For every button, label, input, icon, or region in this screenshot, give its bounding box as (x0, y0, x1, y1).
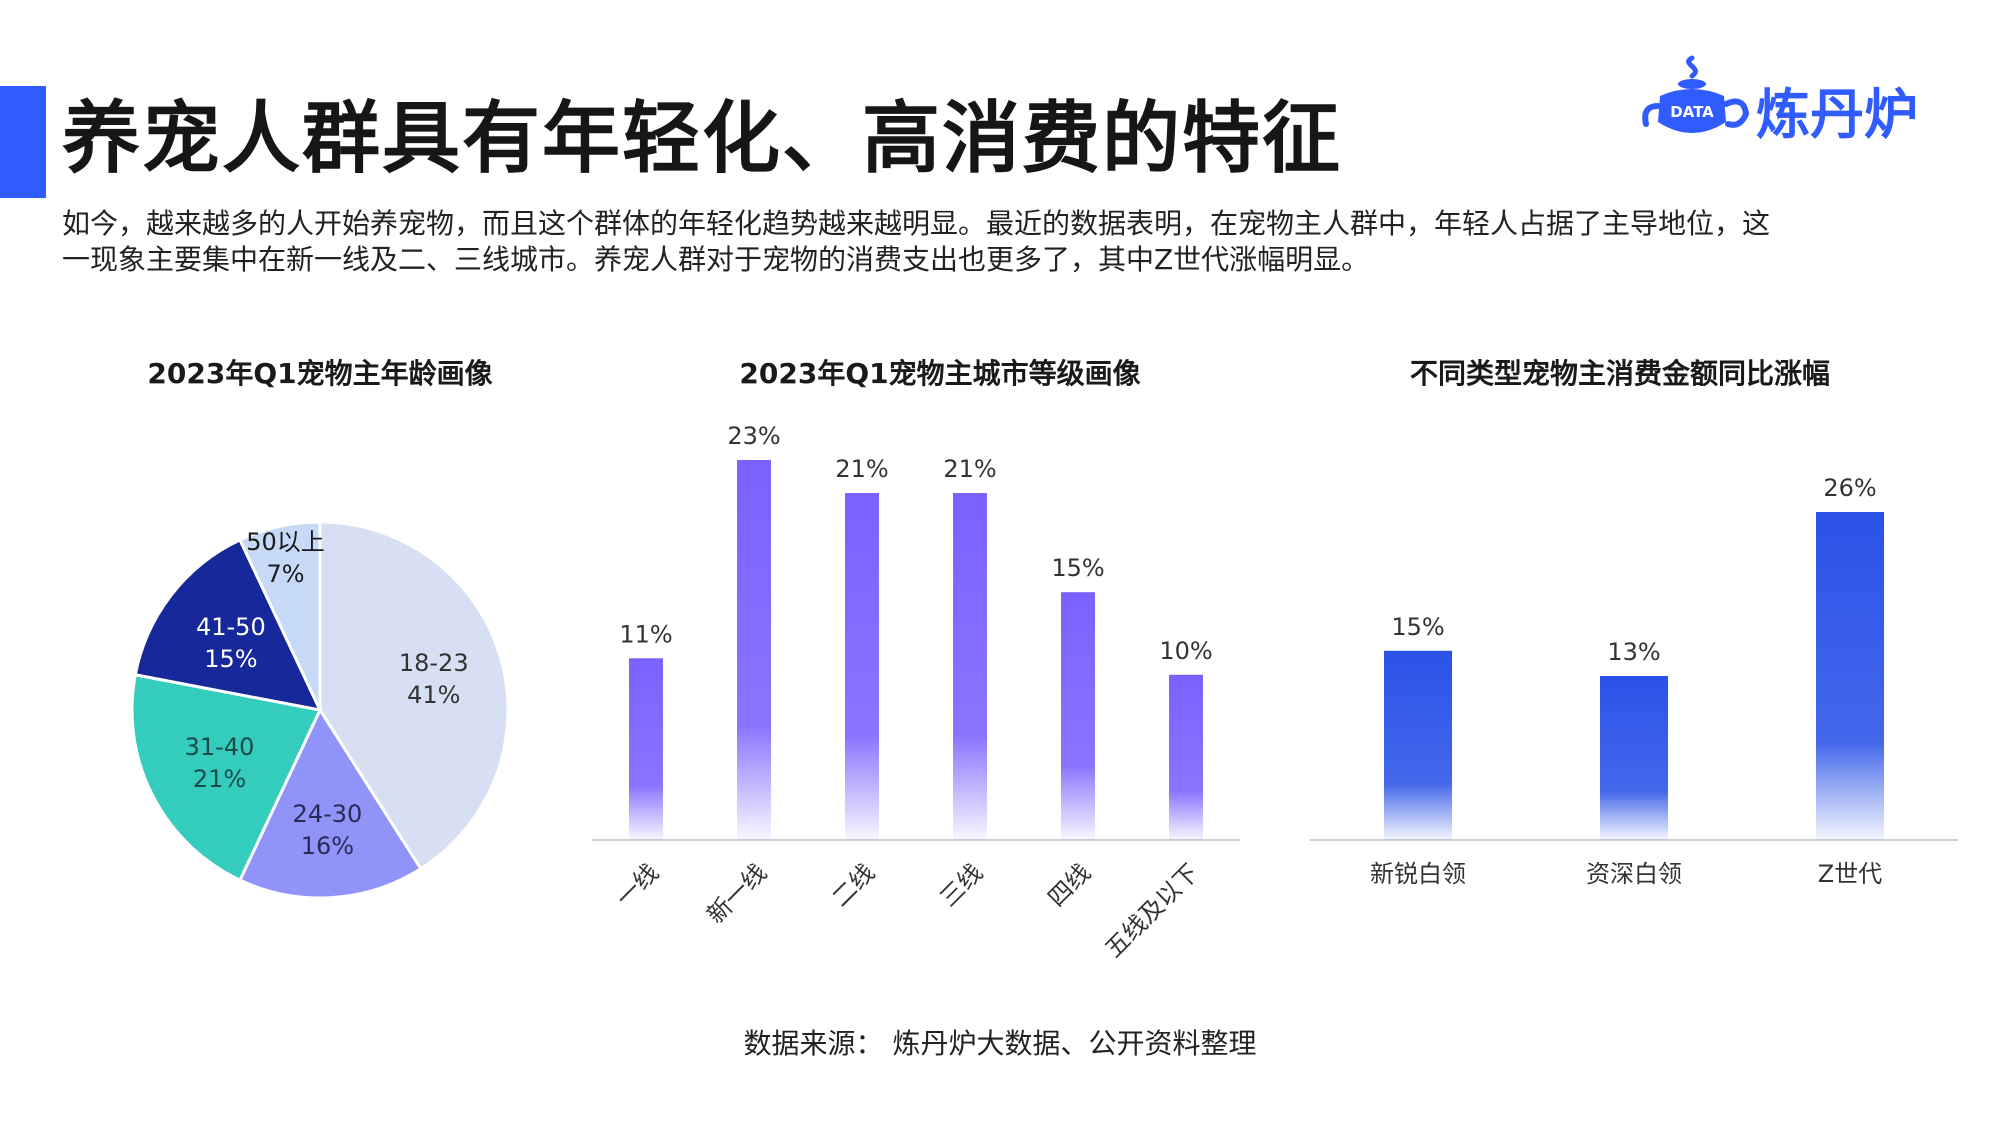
pie-slice-label: 18-23 (399, 649, 469, 677)
x-tick-label: 三线 (935, 858, 989, 912)
bar (953, 493, 987, 840)
x-tick-label: 新锐白领 (1370, 860, 1466, 888)
x-tick-label: 四线 (1043, 858, 1097, 912)
bar-value-label: 15% (1051, 554, 1104, 582)
x-tick-label: 资深白领 (1586, 860, 1682, 888)
pie-slice-label: 41-50 (196, 613, 266, 641)
pie-slice-value: 21% (193, 765, 246, 793)
bar (629, 658, 663, 840)
bar-value-label: 23% (727, 422, 780, 450)
pie-slice-value: 7% (267, 560, 305, 588)
bar (737, 460, 771, 840)
bar (1600, 676, 1668, 840)
intro-paragraph: 如今，越来越多的人开始养宠物，而且这个群体的年轻化趋势越来越明显。最近的数据表明… (62, 207, 1771, 276)
bar-value-label: 21% (835, 455, 888, 483)
logo-text: 炼丹炉 (1756, 83, 1918, 146)
bar (845, 493, 879, 840)
pie-slice (237, 706, 423, 900)
x-tick-label: 二线 (827, 858, 881, 912)
page-title: 养宠人群具有年轻化、高消费的特征 (62, 94, 1343, 184)
bar-value-label: 15% (1391, 613, 1444, 641)
logo-badge-text: DATA (1670, 103, 1714, 121)
bar (1816, 512, 1884, 840)
growth-bar-chart: 15% 新锐白领 13% 资深白领 26% Z世代 (1310, 474, 1958, 888)
pie-slice (130, 673, 323, 883)
pie-slice-label: 31-40 (185, 733, 255, 761)
data-source-note: 数据来源： 炼丹炉大数据、公开资料整理 (743, 1027, 1257, 1060)
age-pie-chart: 18-23 41% 24-30 16% 31-40 21% 41-50 15% 50以上 7% (130, 520, 510, 900)
x-tick-label: 五线及以下 (1100, 858, 1205, 963)
pie-slice-value: 41% (407, 681, 460, 709)
city-bar-chart-title: 2023年Q1宠物主城市等级画像 (739, 357, 1141, 390)
bar (1061, 592, 1095, 840)
pie-slice-label: 50以上 (246, 528, 325, 556)
x-tick-label: 新一线 (702, 858, 773, 929)
title-accent-bar (0, 86, 46, 198)
bar-value-label: 11% (619, 620, 672, 648)
city-bar-chart: 11% 一线 23% 新一线 21% 二线 21% 三线 15% 四线 10% 五线及以下 (592, 422, 1240, 963)
bar-value-label: 26% (1823, 474, 1876, 502)
pie-slice (237, 520, 322, 711)
x-tick-label: Z世代 (1818, 860, 1882, 888)
brand-logo: DATA 炼丹炉 (1640, 52, 1940, 148)
x-tick-label: 一线 (611, 858, 665, 912)
pie-chart-title: 2023年Q1宠物主年龄画像 (147, 357, 493, 390)
bar-value-label: 10% (1159, 637, 1212, 665)
teapot-icon: DATA (1642, 55, 1750, 133)
pie-slice-value: 15% (204, 645, 257, 673)
pie-slice-value: 16% (301, 832, 354, 860)
pie-slice-label: 24-30 (293, 800, 363, 828)
growth-bar-chart-title: 不同类型宠物主消费金额同比涨幅 (1409, 357, 1830, 390)
bar (1384, 650, 1452, 840)
bar-value-label: 21% (943, 455, 996, 483)
bar-value-label: 13% (1607, 638, 1660, 666)
pie-slice (133, 537, 323, 713)
bar (1169, 674, 1203, 840)
